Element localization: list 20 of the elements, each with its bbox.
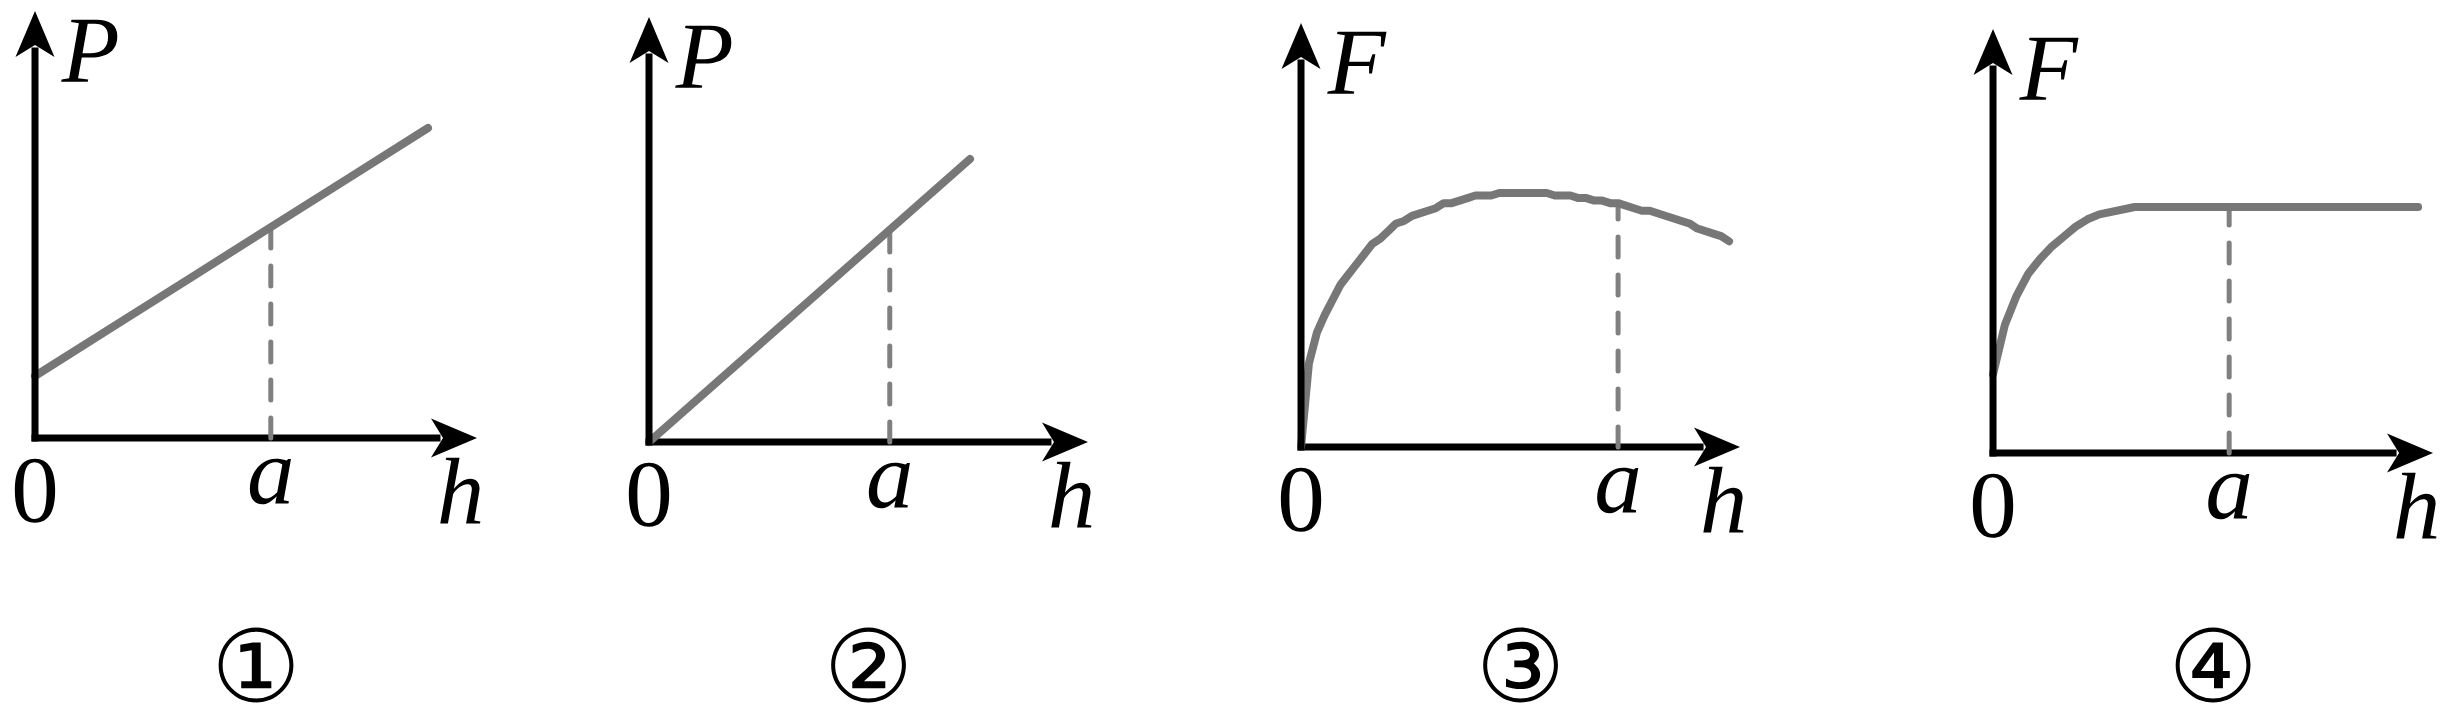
x-axis-title: h xyxy=(440,457,481,524)
text: ③ xyxy=(1483,627,1558,703)
x-tick-label: a xyxy=(2208,473,2250,520)
text: ② xyxy=(831,627,906,703)
x-tick-label: a xyxy=(249,458,291,505)
x-axis-title: h xyxy=(1051,461,1092,528)
y-axis-title: F xyxy=(2019,37,2079,100)
x-tick-label: 0 xyxy=(628,462,670,527)
x-axis-title: h xyxy=(1703,466,1744,533)
text: ① xyxy=(218,627,294,703)
y-axis-title: P xyxy=(61,19,118,82)
x-tick-label: 0 xyxy=(1280,467,1322,532)
x-tick-label: 0 xyxy=(1972,473,2014,538)
x-tick-label: a xyxy=(1597,467,1639,514)
y-axis-title: F xyxy=(1327,31,1387,94)
x-tick-label: 0 xyxy=(14,458,56,523)
x-tick-label: a xyxy=(868,462,910,509)
text: ④ xyxy=(2175,627,2251,703)
y-axis-title: P xyxy=(675,25,732,88)
x-axis-title: h xyxy=(2396,472,2437,539)
